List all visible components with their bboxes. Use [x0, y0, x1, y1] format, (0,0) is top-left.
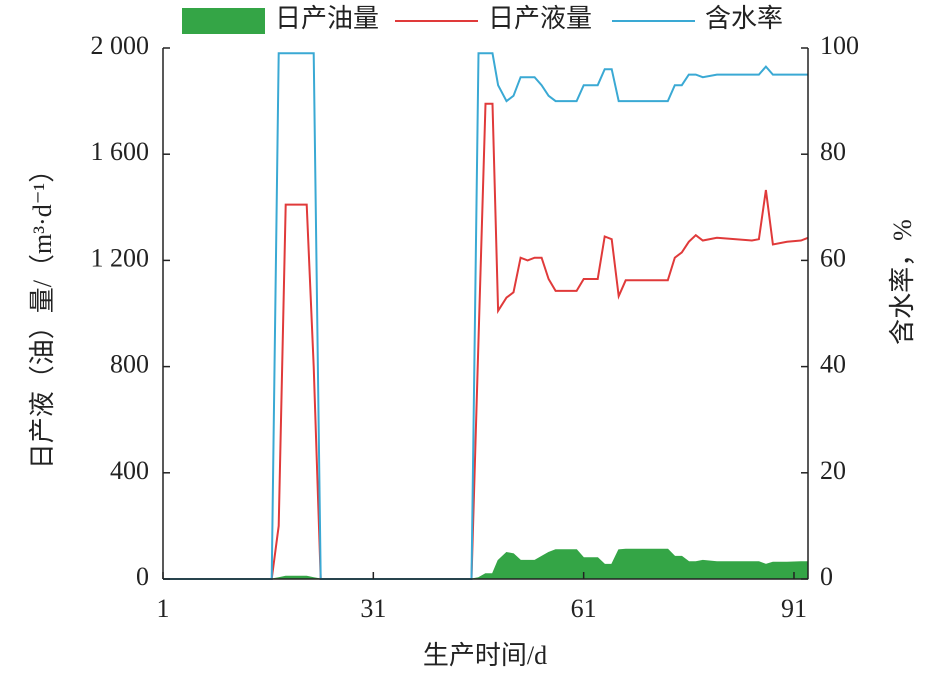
x-tick-label: 1	[157, 594, 170, 623]
x-tick-label: 31	[360, 594, 386, 623]
legend-label: 日产液量	[488, 4, 592, 33]
y2-tick-label: 0	[820, 562, 833, 591]
y2-tick-label: 100	[820, 31, 859, 60]
legend-swatch	[182, 8, 265, 34]
y-axis-label: 日产液（油）量/（m³·d⁻¹）	[28, 157, 57, 469]
legend-label: 日产油量	[275, 4, 379, 33]
y-tick-label: 800	[110, 350, 149, 379]
x-tick-label: 91	[781, 594, 807, 623]
y2-tick-label: 20	[820, 456, 846, 485]
y-tick-label: 2 000	[91, 31, 150, 60]
y-tick-label: 1 600	[91, 137, 150, 166]
y-tick-label: 1 200	[91, 243, 150, 272]
legend-label: 含水率	[705, 4, 783, 33]
y2-tick-label: 80	[820, 137, 846, 166]
y-tick-label: 400	[110, 456, 149, 485]
y2-tick-label: 60	[820, 243, 846, 272]
area	[163, 548, 809, 580]
y2-axis-label: 含水率，%	[888, 219, 917, 345]
x-tick-label: 61	[571, 594, 597, 623]
y2-tick-label: 40	[820, 350, 846, 379]
y-tick-label: 0	[136, 562, 149, 591]
line	[163, 102, 809, 580]
x-axis-label: 生产时间/d	[423, 641, 547, 670]
